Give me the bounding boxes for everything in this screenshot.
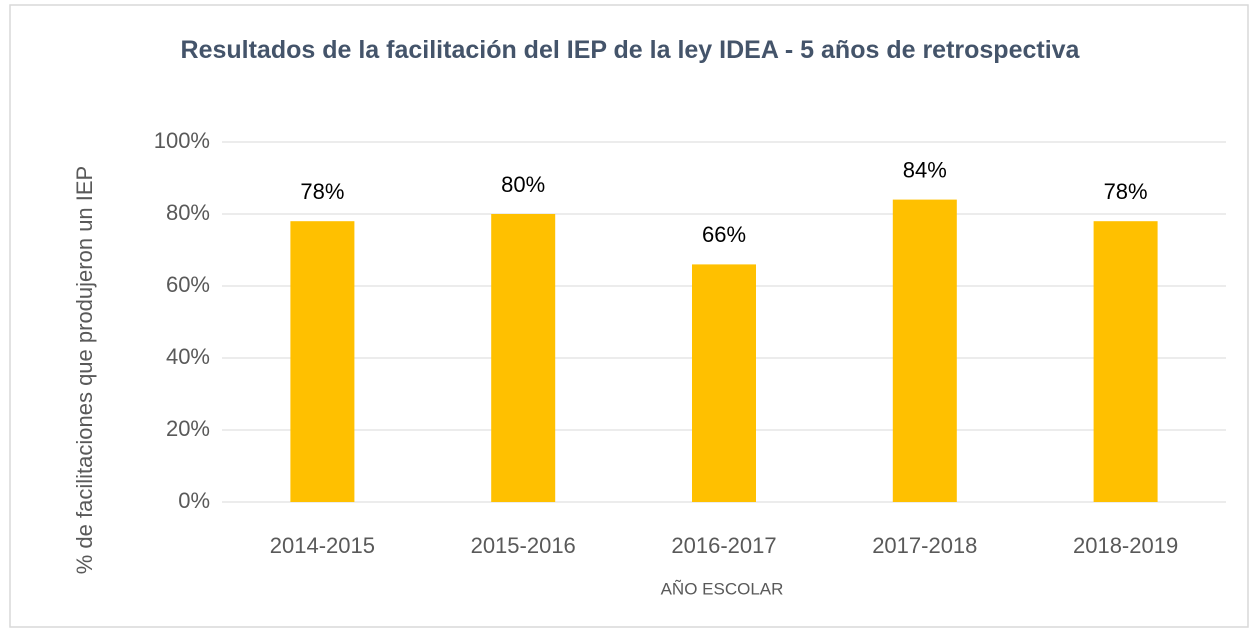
x-tick-label: 2014-2015 <box>270 533 375 558</box>
x-tick-label: 2018-2019 <box>1073 533 1178 558</box>
x-tick-label: 2015-2016 <box>471 533 576 558</box>
data-label: 84% <box>903 157 947 182</box>
data-label: 78% <box>1104 179 1148 204</box>
data-label: 66% <box>702 222 746 247</box>
x-axis-title: AÑO ESCOLAR <box>661 579 784 598</box>
bar <box>290 221 355 502</box>
bar <box>892 199 957 502</box>
bar <box>491 214 556 502</box>
data-label: 80% <box>501 172 545 197</box>
y-tick-label: 80% <box>166 200 210 225</box>
y-axis-title: % de facilitaciones que produjeron un IE… <box>72 165 97 575</box>
x-tick-label: 2016-2017 <box>671 533 776 558</box>
y-tick-label: 100% <box>154 128 210 153</box>
bar <box>1093 221 1158 502</box>
y-tick-label: 60% <box>166 272 210 297</box>
chart-title: Resultados de la facilitación del IEP de… <box>180 36 1080 64</box>
y-tick-label: 40% <box>166 344 210 369</box>
y-tick-label: 0% <box>178 488 210 513</box>
bar <box>692 264 756 502</box>
x-tick-label: 2017-2018 <box>872 533 977 558</box>
y-tick-label: 20% <box>166 416 210 441</box>
chart-border <box>9 4 1249 628</box>
data-label: 78% <box>300 179 344 204</box>
